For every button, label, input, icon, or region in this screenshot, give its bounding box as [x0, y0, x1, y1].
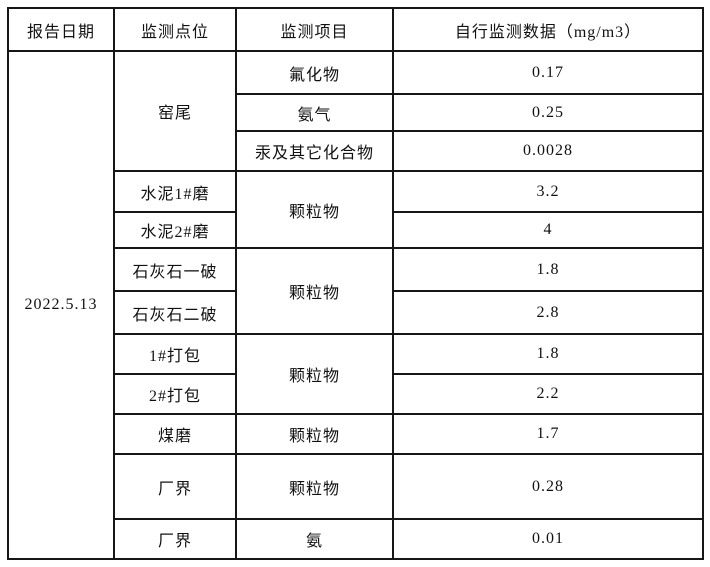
cell-point-plant-boundary: 厂界	[113, 518, 237, 560]
cell-value: 0.01	[392, 518, 704, 560]
cell-value: 1.7	[392, 413, 704, 455]
table-row: 石灰石一破 颗粒物 1.8	[8, 247, 704, 335]
cell-value: 2.2	[392, 373, 704, 415]
cell-point-kiln-tail: 窑尾	[113, 50, 237, 172]
cell-item: 颗粒物	[235, 247, 394, 335]
table-row: 水泥2#磨 4	[8, 211, 704, 249]
cell-item: 颗粒物	[235, 453, 394, 520]
cell-item: 氨气	[235, 93, 394, 132]
table-row: 1#打包 颗粒物 1.8	[8, 333, 704, 415]
cell-point-limestone-crusher-1: 石灰石一破	[113, 247, 237, 292]
table-row: 水泥1#磨 颗粒物 3.2	[8, 170, 704, 249]
cell-value: 1.8	[392, 333, 704, 375]
header-monitoring-item: 监测项目	[235, 7, 394, 52]
cell-item: 颗粒物	[235, 413, 394, 455]
cell-value: 0.25	[392, 93, 704, 132]
cell-item: 氟化物	[235, 50, 394, 95]
cell-point-limestone-crusher-2: 石灰石二破	[113, 290, 237, 335]
table-row: 煤磨 颗粒物 1.7	[8, 413, 704, 455]
cell-report-date: 2022.5.13	[7, 50, 115, 560]
table-row: 厂界 氨 0.01	[8, 518, 704, 560]
cell-point-cement-mill-1: 水泥1#磨	[113, 170, 237, 213]
cell-point-packing-1: 1#打包	[113, 333, 237, 375]
table-row: 2#打包 2.2	[8, 373, 704, 415]
header-report-date: 报告日期	[7, 7, 115, 52]
cell-value: 0.0028	[392, 130, 704, 172]
cell-point-coal-mill: 煤磨	[113, 413, 237, 455]
cell-value: 0.17	[392, 50, 704, 95]
cell-item: 氨	[235, 518, 394, 560]
header-data-column: 自行监测数据（mg/m3）	[392, 7, 704, 52]
table-row: 2022.5.13 窑尾 氟化物 0.17	[7, 50, 704, 560]
cell-item: 汞及其它化合物	[235, 130, 394, 172]
cell-value: 1.8	[392, 247, 704, 292]
cell-point-packing-2: 2#打包	[113, 373, 237, 415]
header-monitoring-point: 监测点位	[113, 7, 237, 52]
table-header-row: 报告日期 监测点位 监测项目 自行监测数据（mg/m3）	[7, 7, 704, 52]
cell-value: 0.28	[392, 453, 704, 520]
cell-value: 3.2	[392, 170, 704, 213]
table-row: 厂界 颗粒物 0.28	[8, 453, 704, 520]
monitoring-data-table: 报告日期 监测点位 监测项目 自行监测数据（mg/m3） 2022.5.13 窑…	[7, 7, 704, 560]
cell-point-plant-boundary: 厂界	[113, 453, 237, 520]
cell-item: 颗粒物	[235, 333, 394, 415]
cell-value: 4	[392, 211, 704, 249]
table-row: 氨气 0.25	[8, 93, 704, 132]
table-row: 汞及其它化合物 0.0028	[8, 130, 704, 172]
table-row: 石灰石二破 2.8	[8, 290, 704, 335]
cell-point-cement-mill-2: 水泥2#磨	[113, 211, 237, 249]
cell-item: 颗粒物	[235, 170, 394, 249]
cell-value: 2.8	[392, 290, 704, 335]
